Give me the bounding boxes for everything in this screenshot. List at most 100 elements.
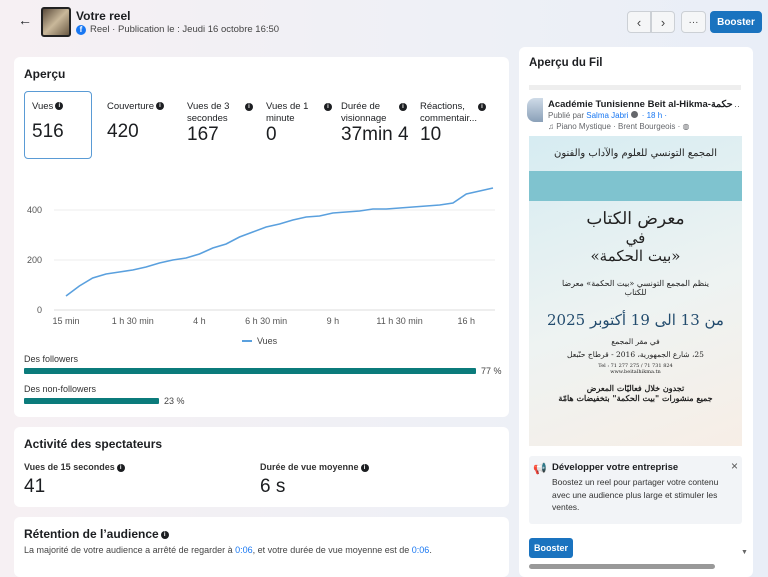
booster-button-preview[interactable]: Booster [529,538,573,558]
music-text: ♫ Piano Mystique · Brent Bourgeois · [548,122,680,131]
page-name[interactable]: Académie Tunisienne Beit al-Hikma-حكمة..… [548,99,733,110]
followers-bar [24,368,476,374]
metric-label: Vues [32,101,53,113]
y-tick-label: 0 [37,305,42,315]
previous-button[interactable]: ‹ [627,11,651,33]
reel-thumbnail [41,7,71,37]
x-tick-label: 1 h 30 min [112,316,154,326]
reel-poster[interactable]: المجمع التونسي للعلوم والآداب والفنون مع… [529,136,742,446]
x-tick-label: 11 h 30 min [376,316,422,326]
nonfollowers-label: Des non-followers [24,384,96,394]
metric-label: Couverture [107,101,154,113]
feed-preview-title: Aperçu du Fil [529,57,602,69]
page-title: Votre reel [76,9,130,23]
metric-value: 420 [107,126,139,138]
followers-pct: 77 % [481,366,502,376]
x-tick-label: 16 h [458,316,476,326]
metric-value: 0 [266,129,277,141]
x-tick-label: 6 h 30 min [245,316,287,326]
poster-sub: في [529,229,742,247]
poster-footer2: جميع منشورات "بيت الحكمة" بتخفيضات هامّة [529,393,742,403]
y-tick-label: 200 [27,255,42,265]
info-icon[interactable]: i [478,103,486,111]
series-line-vues [66,188,493,296]
nonfollowers-pct: 23 % [164,396,185,406]
info-icon[interactable]: i [245,103,253,111]
info-icon[interactable]: i [117,464,125,472]
text: . [429,545,432,555]
text: Publié par [548,111,586,120]
poster-logo-band [529,171,742,201]
scroll-down-arrow[interactable]: ▼ [741,549,748,556]
info-icon[interactable]: i [156,102,164,110]
close-icon[interactable]: × [731,459,738,473]
metric-label: Vues de 1 minute [266,101,318,125]
info-icon[interactable]: i [161,531,169,539]
page-subtitle: Reel · Publication le : Jeudi 16 octobre… [90,24,279,35]
text: La majorité de votre audience a arrêté d… [24,545,235,555]
metric-value: 10 [420,129,441,141]
author-link[interactable]: Salma Jabri [586,111,628,120]
metric-label: Durée de visionnage [341,101,393,125]
promo-box: 📢 Développer votre entreprise × Boostez … [529,456,742,524]
metric-value: 516 [32,126,64,138]
legend-swatch [242,340,252,342]
feed-preview-card: Aperçu du Fil Académie Tunisienne Beit a… [519,47,753,577]
poster-address: 25، شارع الجمهورية، 2016 - قرطاج حنّبعل [529,350,742,359]
x-tick-label: 15 min [52,316,79,326]
poster-header: المجمع التونسي للعلوم والآداب والفنون [529,148,742,159]
label-text: Durée de vue moyenne [260,462,359,472]
scroll-track-top[interactable] [529,85,741,90]
chart-legend: Vues [242,336,277,346]
post-time[interactable]: · 18 h · [640,111,668,120]
promo-text: Boostez un reel pour partager votre cont… [552,476,737,514]
globe-icon: ◍ [683,122,690,131]
metric-label: Vues de 3 secondes [187,101,239,125]
poster-title: معرض الكتاب [529,209,742,229]
label-text: Vues de 15 secondes [24,462,115,472]
info-icon[interactable]: i [399,103,407,111]
page-avatar[interactable] [527,98,543,122]
nonfollowers-bar [24,398,159,404]
booster-button[interactable]: Booster [710,11,762,33]
post-options-icon[interactable]: ·· [734,101,740,111]
poster-dates: من 13 الى 19 أكتوبر 2025 [529,311,742,329]
info-icon[interactable]: i [324,103,332,111]
poster-web: www.beitalhikma.tn [529,369,742,375]
info-icon[interactable]: i [55,102,63,110]
info-icon[interactable]: i [361,464,369,472]
metric-label: Réactions, commentair... [420,101,472,125]
poster-venue: في مقر المجمع [529,337,742,346]
more-options-button[interactable]: ··· [681,11,706,33]
x-tick-label: 4 h [193,316,206,326]
views-line-chart: 0 200 400 15 min 1 h 30 min 4 h 6 h 30 min 9 h 1… [14,187,509,347]
time-link[interactable]: 0:06 [235,545,253,555]
metric-value: 37min 4 [341,129,409,141]
activite-title: Activité des spectateurs [24,437,162,451]
poster-footer1: تجدون خلال فعاليّات المعرض [529,383,742,393]
metric-15s-value: 41 [24,476,45,498]
apercu-title: Aperçu [24,67,65,81]
next-button[interactable]: › [651,11,675,33]
y-tick-label: 400 [27,205,42,215]
retention-text: La majorité de votre audience a arrêté d… [24,545,432,555]
megaphone-icon: 📢 [533,462,547,475]
back-button[interactable]: ← [18,12,32,28]
help-icon [631,111,638,118]
horizontal-scrollbar[interactable] [529,564,715,569]
time-link[interactable]: 0:06 [412,545,430,555]
x-tick-label: 9 h [327,316,340,326]
promo-title: Développer votre entreprise [552,462,678,473]
followers-label: Des followers [24,354,78,364]
